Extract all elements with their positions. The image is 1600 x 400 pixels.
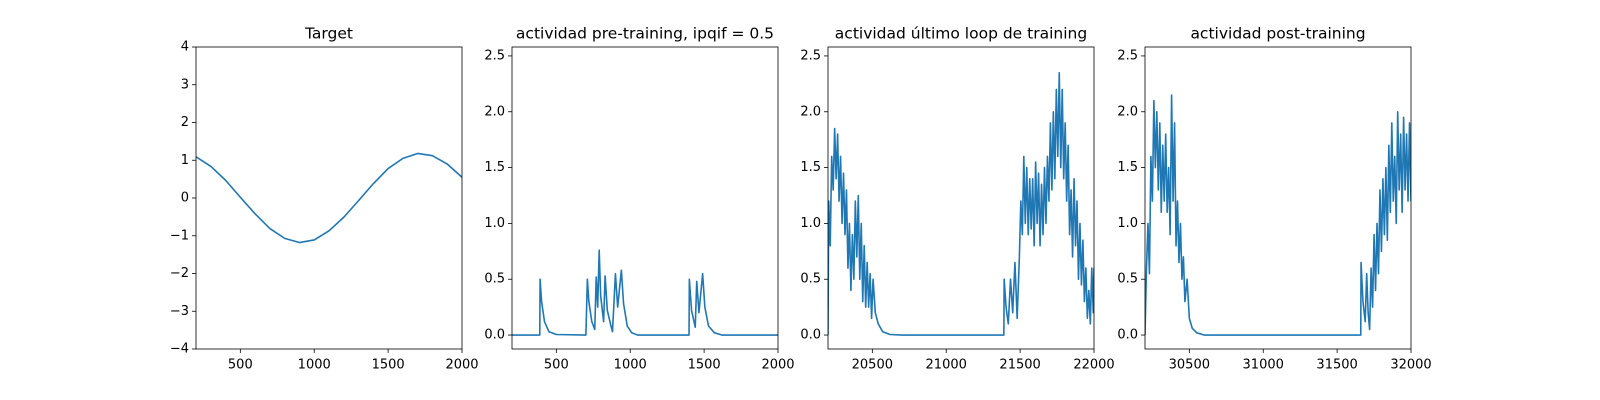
panel-title: actividad último loop de training xyxy=(835,25,1087,43)
y-tick-label: 3 xyxy=(181,77,189,92)
y-tick-label: −2 xyxy=(170,266,189,281)
x-tick-label: 500 xyxy=(544,358,569,373)
y-tick-label: 1.5 xyxy=(1117,160,1138,175)
x-tick-label: 31500 xyxy=(1316,358,1357,373)
plot-frame xyxy=(827,46,1095,350)
x-tick-label: 2000 xyxy=(445,358,478,373)
y-tick-label: 0.5 xyxy=(800,272,821,287)
y-tick-label: −3 xyxy=(170,304,189,319)
x-tick-label: 32000 xyxy=(1390,358,1431,373)
y-tick-label: 2.0 xyxy=(484,104,505,119)
y-tick-label: 0.5 xyxy=(484,272,505,287)
y-tick-label: 1.0 xyxy=(484,216,505,231)
y-tick-label: 0.0 xyxy=(800,328,821,343)
y-tick-label: 1.0 xyxy=(800,216,821,231)
data-line xyxy=(828,71,1094,336)
x-tick-label: 31000 xyxy=(1243,358,1284,373)
y-tick-label: 0.0 xyxy=(484,328,505,343)
data-line xyxy=(512,249,778,336)
y-tick-label: −4 xyxy=(170,342,189,357)
y-tick-label: 1.5 xyxy=(800,160,821,175)
panel-title: Target xyxy=(304,25,353,43)
y-tick-label: 0.5 xyxy=(1117,272,1138,287)
y-tick-label: 1 xyxy=(181,153,189,168)
y-tick-label: 2.5 xyxy=(800,48,821,63)
y-tick-label: −1 xyxy=(170,228,189,243)
y-tick-label: 2.5 xyxy=(1117,48,1138,63)
y-tick-label: 2.5 xyxy=(484,48,505,63)
x-tick-label: 1500 xyxy=(372,358,405,373)
y-tick-label: 0.0 xyxy=(1117,328,1138,343)
y-tick-label: 1.0 xyxy=(1117,216,1138,231)
x-tick-label: 21000 xyxy=(926,358,967,373)
data-line xyxy=(1145,94,1411,336)
x-tick-label: 1000 xyxy=(298,358,331,373)
panel-title: actividad post-training xyxy=(1190,25,1365,43)
y-tick-label: 2.0 xyxy=(800,104,821,119)
plot-frame xyxy=(195,46,463,350)
y-tick-label: 4 xyxy=(181,40,189,55)
data-line xyxy=(196,152,462,244)
y-tick-label: 0 xyxy=(181,191,189,206)
y-tick-label: 1.5 xyxy=(484,160,505,175)
x-tick-label: 22000 xyxy=(1073,358,1114,373)
plot-frame xyxy=(511,46,779,350)
x-tick-label: 500 xyxy=(228,358,253,373)
panel-title: actividad pre-training, ipqif = 0.5 xyxy=(516,25,774,43)
x-tick-label: 1000 xyxy=(614,358,647,373)
plot-frame xyxy=(1144,46,1412,350)
x-tick-label: 21500 xyxy=(999,358,1040,373)
y-tick-label: 2.0 xyxy=(1117,104,1138,119)
x-tick-label: 2000 xyxy=(761,358,794,373)
x-tick-label: 30500 xyxy=(1169,358,1210,373)
x-tick-label: 1500 xyxy=(688,358,721,373)
y-tick-label: 2 xyxy=(181,115,189,130)
x-tick-label: 20500 xyxy=(852,358,893,373)
